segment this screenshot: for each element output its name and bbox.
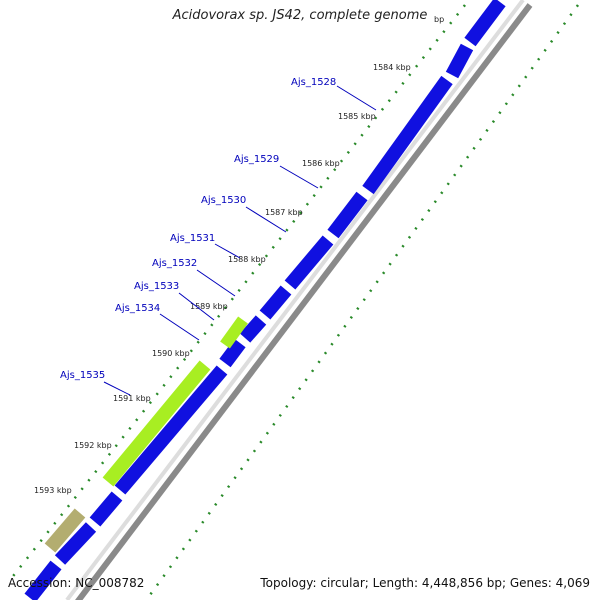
highlight-gene-block bbox=[220, 316, 248, 349]
gene-track bbox=[24, 0, 506, 600]
partial-kbp-label: bp bbox=[434, 15, 444, 24]
gene-label-leader bbox=[196, 269, 236, 297]
backbone bbox=[65, 0, 525, 600]
accession-text: Accession: NC_008782 bbox=[8, 576, 145, 590]
gene-label-leader bbox=[178, 292, 215, 321]
backbone-shadow bbox=[75, 3, 533, 600]
gene-block bbox=[219, 338, 246, 368]
inner-dotted-guide bbox=[9, 4, 466, 581]
genome-summary: Topology: circular; Length: 4,448,856 bp… bbox=[260, 576, 590, 590]
scale-tick-label: 1588 kbp bbox=[228, 255, 266, 264]
scale-tick-label: 1590 kbp bbox=[152, 349, 190, 358]
gene-label-leader bbox=[279, 165, 319, 189]
scale-tick-label: 1592 kbp bbox=[74, 441, 112, 450]
gene-label: Ajs_1528 bbox=[291, 77, 336, 88]
gene-block bbox=[362, 75, 453, 195]
gene-label: Ajs_1532 bbox=[152, 258, 197, 269]
gene-label-leader bbox=[245, 206, 287, 233]
scale-tick-label: 1586 kbp bbox=[302, 159, 340, 168]
gene-block bbox=[464, 0, 506, 47]
gene-label-leader bbox=[103, 381, 131, 396]
gene-label: Ajs_1530 bbox=[201, 195, 246, 206]
gene-block bbox=[327, 191, 368, 239]
scale-tick-label: 1591 kbp bbox=[113, 394, 151, 403]
other-gene-block bbox=[44, 508, 86, 553]
gene-block bbox=[284, 235, 334, 290]
scale-tick-label: 1593 kbp bbox=[34, 486, 72, 495]
gene-label-leader bbox=[336, 85, 377, 111]
gene-label: Ajs_1533 bbox=[134, 281, 179, 292]
gene-label: Ajs_1535 bbox=[60, 370, 105, 381]
scale-tick-label: 1585 kbp bbox=[338, 112, 376, 121]
scale-ticks: 1584 kbp 1585 kbp 1586 kbp 1587 kbp 1588 kbp… bbox=[34, 63, 411, 495]
gene-block bbox=[239, 315, 267, 343]
gene-block bbox=[24, 560, 62, 600]
gene-label-leader bbox=[159, 313, 200, 341]
scale-tick-label: 1587 kbp bbox=[265, 208, 303, 217]
gene-block bbox=[89, 491, 123, 527]
gene-label: Ajs_1531 bbox=[170, 233, 215, 244]
scale-tick-label: 1589 kbp bbox=[190, 302, 228, 311]
gene-label-leader bbox=[214, 243, 241, 259]
scale-tick-label: 1584 kbp bbox=[373, 63, 411, 72]
gene-block bbox=[54, 522, 97, 565]
gene-block bbox=[445, 43, 474, 79]
gene-label: Ajs_1529 bbox=[234, 154, 279, 165]
gene-block bbox=[259, 285, 292, 320]
gene-block bbox=[114, 365, 228, 495]
outer-dotted-guide bbox=[148, 4, 580, 596]
highlight-gene-block bbox=[102, 360, 211, 487]
map-title: Acidovorax sp. JS42, complete genome bbox=[172, 8, 428, 23]
gene-label: Ajs_1534 bbox=[115, 303, 160, 314]
gene-labels: Ajs_1528 Ajs_1529 Ajs_1530 Ajs_1531 Ajs_1532… bbox=[60, 77, 377, 396]
